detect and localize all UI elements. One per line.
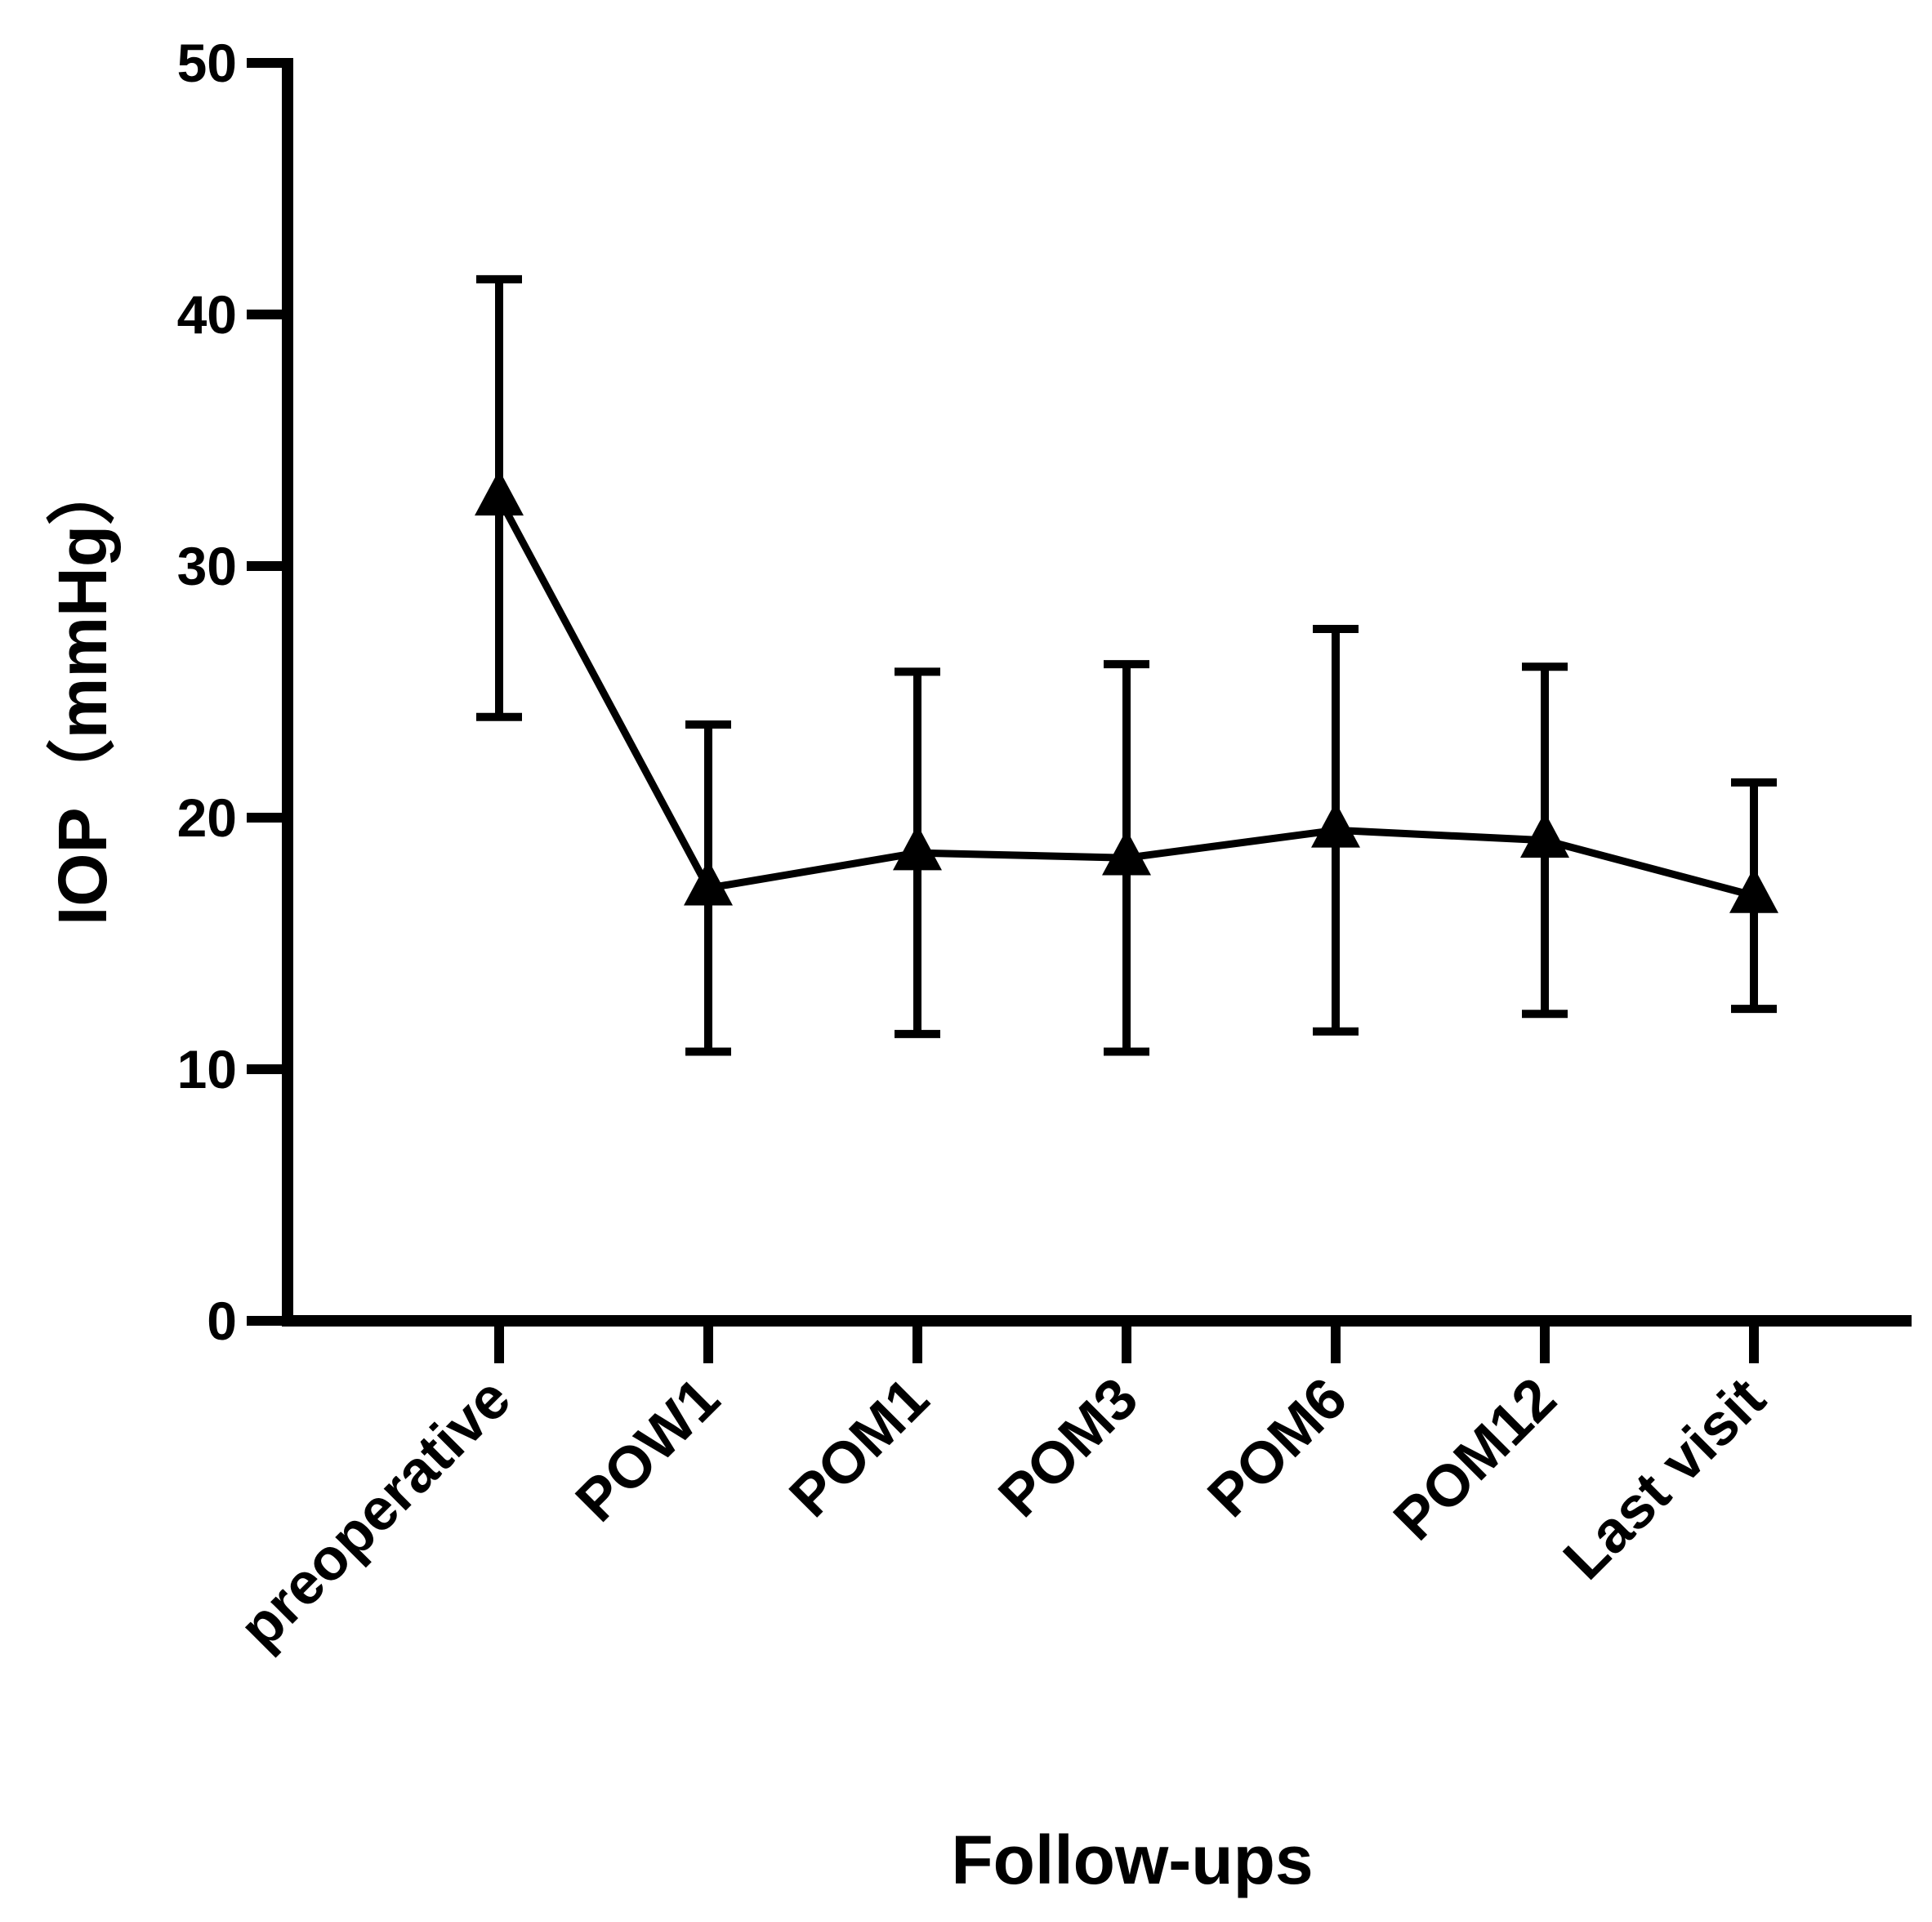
- y-tick-label: 10: [177, 1039, 237, 1099]
- y-tick-label: 0: [207, 1291, 237, 1351]
- data-point-triangle: [1311, 801, 1360, 848]
- x-tick-label: POM1: [777, 1366, 941, 1530]
- data-point-triangle: [1729, 867, 1778, 913]
- error-bars: [476, 274, 1777, 1056]
- x-axis-title: Follow-ups: [951, 1822, 1313, 1898]
- y-axis-title: IOP（mmHg）: [44, 457, 121, 925]
- x-tick-label: POW1: [564, 1366, 732, 1534]
- data-point-triangle: [893, 824, 942, 871]
- data-point-triangle: [1102, 829, 1151, 876]
- x-tick-label: POM6: [1195, 1366, 1359, 1530]
- x-tick-label: POM12: [1381, 1366, 1568, 1553]
- y-tick-label: 50: [177, 33, 237, 93]
- y-tick-label: 20: [177, 787, 237, 848]
- y-tick-label: 30: [177, 536, 237, 596]
- x-tick-label: POM3: [986, 1366, 1150, 1530]
- data-point-triangle: [684, 859, 733, 906]
- y-axis-ticks: 0 10 20 30 40 50: [177, 33, 288, 1351]
- data-markers: [475, 470, 1778, 913]
- y-tick-label: 40: [177, 284, 237, 345]
- axes: [282, 58, 1912, 1327]
- data-point-triangle: [475, 470, 524, 516]
- x-tick-label: preoperative: [227, 1366, 523, 1661]
- x-tick-label: Last visit: [1551, 1366, 1778, 1592]
- data-point-triangle: [1520, 812, 1569, 858]
